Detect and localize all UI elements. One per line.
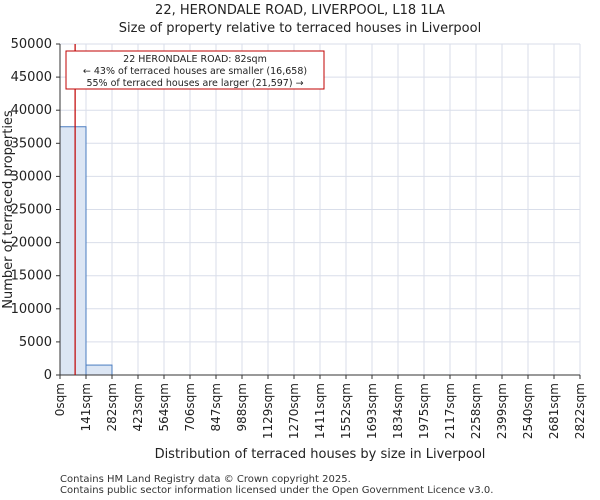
x-tick-label: 706sqm	[183, 383, 197, 431]
x-tick-label: 564sqm	[157, 383, 171, 431]
footer-licence: Contains public sector information licen…	[60, 485, 494, 496]
x-tick-label: 1552sqm	[339, 383, 353, 439]
y-tick-label: 0	[44, 368, 52, 383]
chart-subtitle: Size of property relative to terraced ho…	[118, 21, 482, 36]
y-tick-label: 30000	[11, 169, 52, 184]
y-axis-title: Number of terraced properties	[1, 110, 16, 309]
x-tick-label: 141sqm	[79, 383, 93, 431]
x-tick-label: 1834sqm	[391, 383, 405, 439]
x-tick-label: 1975sqm	[417, 383, 431, 439]
x-tick-label: 2117sqm	[443, 383, 457, 439]
y-tick-label: 25000	[11, 203, 52, 218]
annotation-line-1: 22 HERONDALE ROAD: 82sqm	[123, 54, 267, 65]
y-tick-label: 35000	[11, 136, 52, 151]
x-tick-label: 2822sqm	[573, 383, 587, 439]
x-tick-label: 2681sqm	[547, 383, 561, 439]
x-tick-label: 2399sqm	[495, 383, 509, 439]
y-tick-label: 5000	[19, 335, 52, 350]
annotation-line-3: 55% of terraced houses are larger (21,59…	[86, 78, 303, 89]
x-tick-label: 1270sqm	[287, 383, 301, 439]
x-tick-label: 2540sqm	[521, 383, 535, 439]
x-tick-label: 2258sqm	[469, 383, 483, 439]
x-axis-title: Distribution of terraced houses by size …	[155, 447, 486, 462]
x-tick-label: 988sqm	[235, 383, 249, 431]
x-tick-label: 282sqm	[105, 383, 119, 431]
histogram-bar	[85, 364, 113, 376]
chart-title: 22, HERONDALE ROAD, LIVERPOOL, L18 1LA	[155, 3, 445, 18]
annotation-box	[65, 50, 325, 90]
y-tick-label: 10000	[11, 302, 52, 317]
x-tick-label: 847sqm	[209, 383, 223, 431]
y-tick-label: 40000	[11, 103, 52, 118]
annotation-line-2: ← 43% of terraced houses are smaller (16…	[83, 66, 307, 77]
histogram-bar	[59, 126, 87, 376]
y-tick-label: 15000	[11, 269, 52, 284]
y-tick-label: 50000	[11, 37, 52, 52]
x-tick-label: 1411sqm	[313, 383, 327, 439]
x-tick-label: 0sqm	[53, 383, 67, 416]
x-tick-label: 423sqm	[131, 383, 145, 431]
y-tick-label: 20000	[11, 236, 52, 251]
y-tick-label: 45000	[11, 70, 52, 85]
x-tick-label: 1129sqm	[261, 383, 275, 439]
footer-copyright: Contains HM Land Registry data © Crown c…	[60, 474, 351, 485]
x-tick-label: 1693sqm	[365, 383, 379, 439]
